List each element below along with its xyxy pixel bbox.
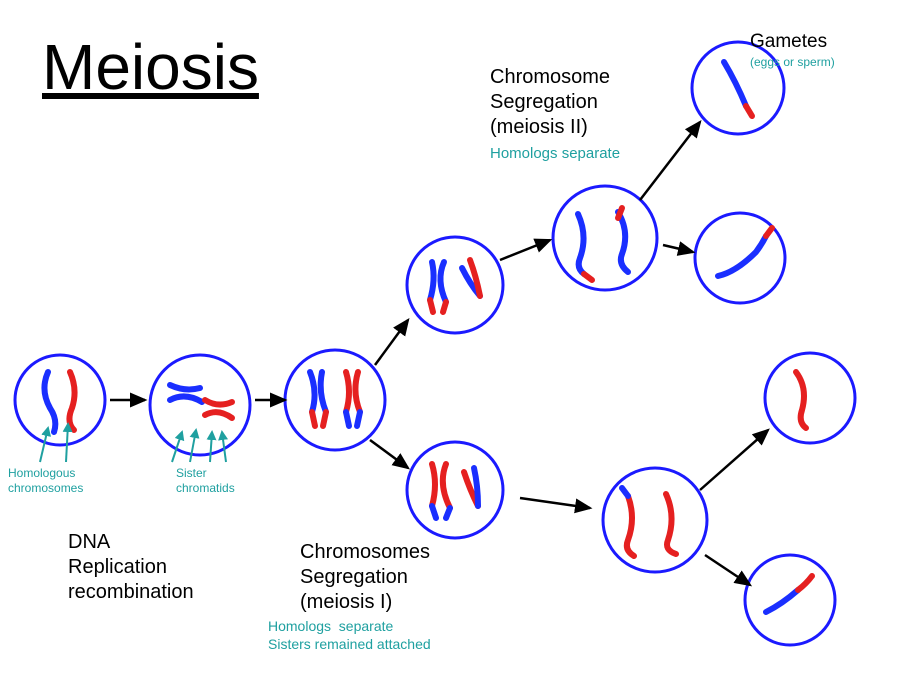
label-meiosis-ii-note: Homologs separate (490, 145, 620, 164)
cell-c1 (15, 355, 105, 445)
chromosome-g4-1 (798, 576, 812, 590)
chromosome-c5l-1 (622, 488, 628, 496)
cell-c5l (603, 468, 707, 572)
flow-arrow-7 (663, 245, 693, 252)
chromosome-c2-3 (205, 412, 232, 418)
chromosome-c5l-0 (627, 496, 634, 556)
chromosome-c4l-0 (432, 464, 435, 506)
chromosome-g3-0 (796, 372, 806, 428)
chromosome-g1-1 (746, 106, 752, 116)
label-meiosis-i-note: Homologs separate Sisters remained attac… (268, 618, 431, 653)
chromosome-c3-3 (323, 412, 326, 426)
cell-g3 (765, 353, 855, 443)
label-gametes-note: (eggs or sperm) (750, 55, 835, 70)
chromosome-c3-4 (346, 372, 349, 412)
flow-arrow-3 (370, 440, 408, 468)
cell-c3 (285, 350, 385, 450)
chromosome-c4u-1 (440, 262, 446, 302)
chromosome-c5u-1 (584, 274, 592, 280)
chromosome-g4-0 (766, 590, 798, 612)
chromosome-c2-1 (170, 396, 202, 402)
label-dna-replication: DNA Replication recombination (68, 530, 194, 605)
indicator-arrow-0 (40, 428, 48, 462)
chromosome-c5u-3 (618, 208, 622, 218)
cell-c4l (407, 442, 503, 538)
cell-c4u (407, 237, 503, 333)
chromosome-c4l-2 (432, 506, 436, 518)
cell-c2 (150, 355, 250, 455)
chromosome-c4u-3 (443, 302, 446, 312)
chromosome-c5u-2 (618, 212, 628, 272)
chromosome-c2-0 (170, 385, 200, 389)
flow-arrow-4 (500, 240, 550, 260)
chromosome-c3-6 (346, 412, 349, 426)
indicator-arrow-3 (190, 430, 196, 462)
chromosome-c5l-2 (666, 494, 676, 554)
indicator-arrow-4 (210, 432, 212, 462)
flow-arrow-2 (375, 320, 408, 365)
label-meiosis-i: Chromosomes Segregation (meiosis I) (300, 540, 430, 615)
chromosome-g2-1 (766, 228, 772, 236)
chromosome-c4u-2 (430, 300, 433, 312)
chromosome-g2-0 (718, 236, 766, 276)
chromosome-c4l-3 (446, 508, 450, 518)
label-meiosis-ii: Chromosome Segregation (meiosis II) (490, 65, 610, 140)
chromosome-g1-0 (724, 62, 746, 106)
chromosome-c3-7 (357, 412, 360, 426)
chromosome-c3-2 (312, 412, 315, 426)
label-sister-chromatids: Sister chromatids (176, 466, 235, 496)
chromosome-c3-0 (310, 372, 315, 412)
chromosome-c1-0 (44, 372, 55, 432)
flow-arrow-8 (700, 430, 768, 490)
cell-c5u (553, 186, 657, 290)
chromosome-c4u-0 (430, 262, 434, 300)
chromosome-c3-5 (355, 372, 360, 412)
chromosome-c1-1 (69, 372, 74, 430)
chromosome-c4l-1 (443, 464, 450, 508)
label-homologous: Homologous chromosomes (8, 466, 83, 496)
label-gametes: Gametes (750, 30, 827, 54)
flow-arrow-9 (705, 555, 750, 585)
indicator-arrow-1 (66, 424, 68, 462)
chromosome-c5u-0 (578, 214, 584, 274)
flow-arrow-6 (640, 122, 700, 200)
chromosome-c2-2 (205, 400, 232, 405)
chromosome-c3-1 (321, 372, 326, 412)
flow-arrow-5 (520, 498, 590, 508)
